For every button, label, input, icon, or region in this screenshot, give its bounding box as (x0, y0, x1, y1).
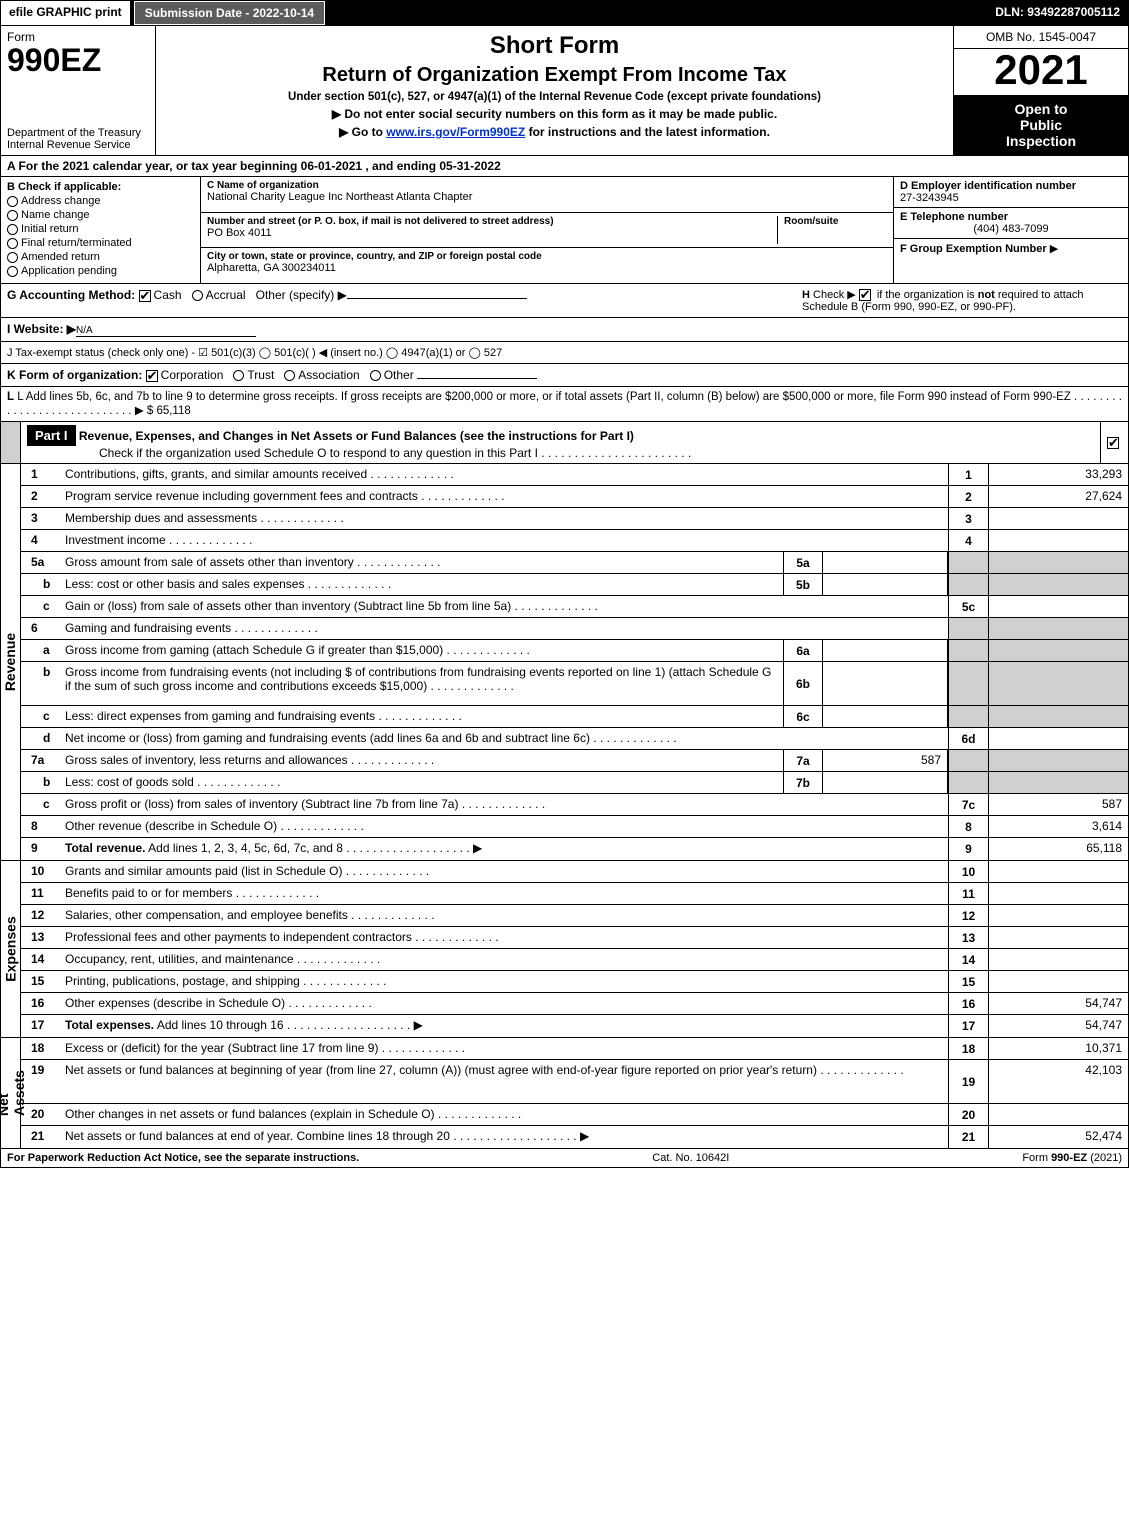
chk-other-org[interactable] (370, 370, 381, 381)
line-1: 1Contributions, gifts, grants, and simil… (21, 464, 1128, 486)
top-bar: efile GRAPHIC print Submission Date - 20… (1, 1, 1128, 25)
line-a: aGross income from gaming (attach Schedu… (21, 640, 1128, 662)
section-j: J Tax-exempt status (check only one) - ☑… (1, 342, 1128, 364)
line-15: 15Printing, publications, postage, and s… (21, 971, 1128, 993)
revenue-tab: Revenue (1, 464, 21, 860)
chk-initial-return[interactable]: Initial return (7, 223, 194, 235)
chk-corp[interactable] (146, 370, 158, 382)
part1-tag: Part I (27, 425, 76, 446)
gross-receipts-amount: ▶ $ 65,118 (135, 405, 191, 417)
line-c: cLess: direct expenses from gaming and f… (21, 706, 1128, 728)
line-5a: 5aGross amount from sale of assets other… (21, 552, 1128, 574)
efile-label[interactable]: efile GRAPHIC print (1, 1, 132, 25)
goto-post: for instructions and the latest informat… (525, 125, 770, 139)
section-i: I Website: ▶N/A (1, 318, 1128, 342)
phone-value: (404) 483-7099 (900, 223, 1122, 235)
line-b: bLess: cost or other basis and sales exp… (21, 574, 1128, 596)
section-b-checkboxes: B Check if applicable: Address change Na… (1, 177, 201, 283)
line-c: cGross profit or (loss) from sales of in… (21, 794, 1128, 816)
line-18: 18Excess or (deficit) for the year (Subt… (21, 1038, 1128, 1060)
website-value: N/A (76, 325, 256, 337)
tax-year: 2021 (954, 49, 1128, 95)
chk-schedule-o-part1[interactable] (1107, 437, 1119, 449)
footer-left: For Paperwork Reduction Act Notice, see … (7, 1152, 359, 1164)
line-9: 9Total revenue. Add lines 1, 2, 3, 4, 5c… (21, 838, 1128, 860)
goto-line: Go to www.irs.gov/Form990EZ for instruct… (339, 125, 770, 139)
part1-sub: Check if the organization used Schedule … (27, 446, 538, 460)
expenses-tab: Expenses (1, 861, 21, 1037)
chk-trust[interactable] (233, 370, 244, 381)
line-2: 2Program service revenue including gover… (21, 486, 1128, 508)
section-l: L L Add lines 5b, 6c, and 7b to line 9 t… (1, 387, 1128, 422)
inspection-badge: Open to Public Inspection (954, 95, 1128, 155)
chk-cash[interactable] (139, 290, 151, 302)
org-name-value: National Charity League Inc Northeast At… (207, 191, 472, 203)
secB-title: B Check if applicable: (7, 181, 194, 193)
section-g: G Accounting Method: Cash Accrual Other … (7, 288, 802, 313)
section-h: H Check ▶ if the organization is not req… (802, 288, 1122, 313)
form-number: 990EZ (7, 44, 149, 76)
section-a: A For the 2021 calendar year, or tax yea… (1, 156, 1128, 177)
chk-schedule-b[interactable] (859, 289, 871, 301)
submission-date: Submission Date - 2022-10-14 (134, 1, 325, 25)
section-text: Under section 501(c), 527, or 4947(a)(1)… (288, 91, 821, 103)
city-value: Alpharetta, GA 300234011 (207, 262, 336, 274)
line-12: 12Salaries, other compensation, and empl… (21, 905, 1128, 927)
group-exempt-arrow: ▶ (1050, 243, 1058, 255)
dept-label: Department of the Treasury Internal Reve… (7, 127, 149, 151)
line-3: 3Membership dues and assessments . . . .… (21, 508, 1128, 530)
page-footer: For Paperwork Reduction Act Notice, see … (1, 1149, 1128, 1167)
ssn-warning: Do not enter social security numbers on … (332, 107, 777, 121)
line-21: 21Net assets or fund balances at end of … (21, 1126, 1128, 1148)
line-16: 16Other expenses (describe in Schedule O… (21, 993, 1128, 1015)
chk-accrual[interactable] (192, 290, 203, 301)
line-b: bGross income from fundraising events (n… (21, 662, 1128, 706)
chk-address-change[interactable]: Address change (7, 195, 194, 207)
chk-assoc[interactable] (284, 370, 295, 381)
addr-value: PO Box 4011 (207, 227, 272, 239)
line-10: 10Grants and similar amounts paid (list … (21, 861, 1128, 883)
line-c: cGain or (loss) from sale of assets othe… (21, 596, 1128, 618)
part1-header: Part I Revenue, Expenses, and Changes in… (1, 422, 1128, 464)
line-11: 11Benefits paid to or for members . . . … (21, 883, 1128, 905)
line-b: bLess: cost of goods sold . . . . . . . … (21, 772, 1128, 794)
ein-label: D Employer identification number (900, 180, 1122, 192)
chk-amended-return[interactable]: Amended return (7, 251, 194, 263)
dln-label: DLN: 93492287005112 (987, 1, 1128, 25)
part1-title: Revenue, Expenses, and Changes in Net As… (79, 429, 634, 443)
room-label: Room/suite (784, 216, 887, 227)
addr-label: Number and street (or P. O. box, if mail… (207, 216, 777, 227)
line-7a: 7aGross sales of inventory, less returns… (21, 750, 1128, 772)
goto-pre: Go to (352, 125, 387, 139)
main-title: Return of Organization Exempt From Incom… (322, 64, 786, 87)
org-name-label: C Name of organization (207, 180, 887, 191)
short-form-title: Short Form (490, 32, 619, 60)
irs-link[interactable]: www.irs.gov/Form990EZ (386, 125, 525, 139)
line-14: 14Occupancy, rent, utilities, and mainte… (21, 949, 1128, 971)
ein-value: 27-3243945 (900, 192, 1122, 204)
footer-right: Form 990-EZ (2021) (1022, 1152, 1122, 1164)
line-13: 13Professional fees and other payments t… (21, 927, 1128, 949)
chk-application-pending[interactable]: Application pending (7, 265, 194, 277)
line-20: 20Other changes in net assets or fund ba… (21, 1104, 1128, 1126)
line-19: 19Net assets or fund balances at beginni… (21, 1060, 1128, 1104)
chk-final-return[interactable]: Final return/terminated (7, 237, 194, 249)
line-4: 4Investment income . . . . . . . . . . .… (21, 530, 1128, 552)
line-8: 8Other revenue (describe in Schedule O) … (21, 816, 1128, 838)
phone-label: E Telephone number (900, 211, 1122, 223)
netassets-tab: Net Assets (1, 1038, 21, 1148)
chk-name-change[interactable]: Name change (7, 209, 194, 221)
city-label: City or town, state or province, country… (207, 251, 887, 262)
line-6: 6Gaming and fundraising events . . . . .… (21, 618, 1128, 640)
line-d: dNet income or (loss) from gaming and fu… (21, 728, 1128, 750)
section-k: K Form of organization: Corporation Trus… (1, 364, 1128, 387)
group-exempt-label: F Group Exemption Number (900, 243, 1047, 255)
footer-mid: Cat. No. 10642I (652, 1152, 729, 1164)
line-17: 17Total expenses. Add lines 10 through 1… (21, 1015, 1128, 1037)
